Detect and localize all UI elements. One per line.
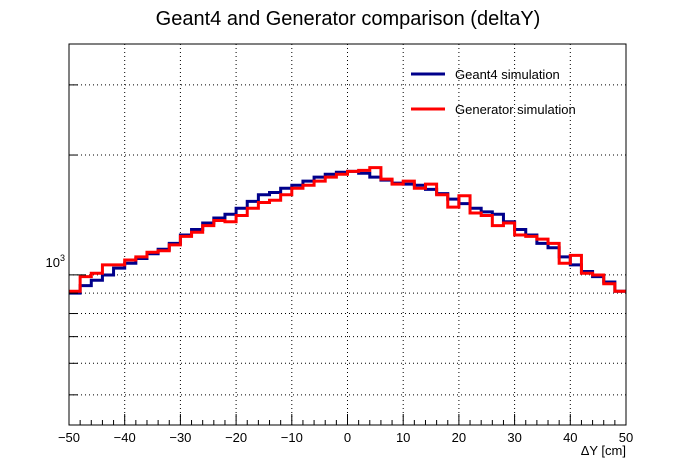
x-tick-label: 10 [396,430,410,445]
y-tick-label-exponent: 3 [60,253,65,263]
x-tick-label: −40 [114,430,136,445]
x-tick-label: 40 [563,430,577,445]
axis-ticks [68,84,627,425]
series-layer [69,166,626,295]
x-tick-label: 30 [507,430,521,445]
x-axis-label: ΔY [cm] [581,443,626,458]
x-tick-label: −50 [58,430,80,445]
chart-title: Geant4 and Generator comparison (deltaY) [156,8,541,30]
x-tick-label: −10 [281,430,303,445]
x-tick-label: −20 [225,430,247,445]
x-tick-labels: −50 −40 −30 −20 −10 0 10 20 30 40 50 [58,430,633,445]
y-tick-label-1000: 103 [46,253,65,270]
legend: Geant4 simulation Generator simulation [411,67,576,117]
y-tick-label-base: 10 [46,255,60,270]
legend-label-geant4: Geant4 simulation [455,67,560,82]
x-tick-label: −30 [169,430,191,445]
legend-label-generator: Generator simulation [455,102,576,117]
series-line-generator [69,166,626,293]
x-tick-label: 0 [344,430,351,445]
grid [69,44,626,425]
x-tick-label: 50 [619,430,633,445]
x-tick-label: 20 [452,430,466,445]
